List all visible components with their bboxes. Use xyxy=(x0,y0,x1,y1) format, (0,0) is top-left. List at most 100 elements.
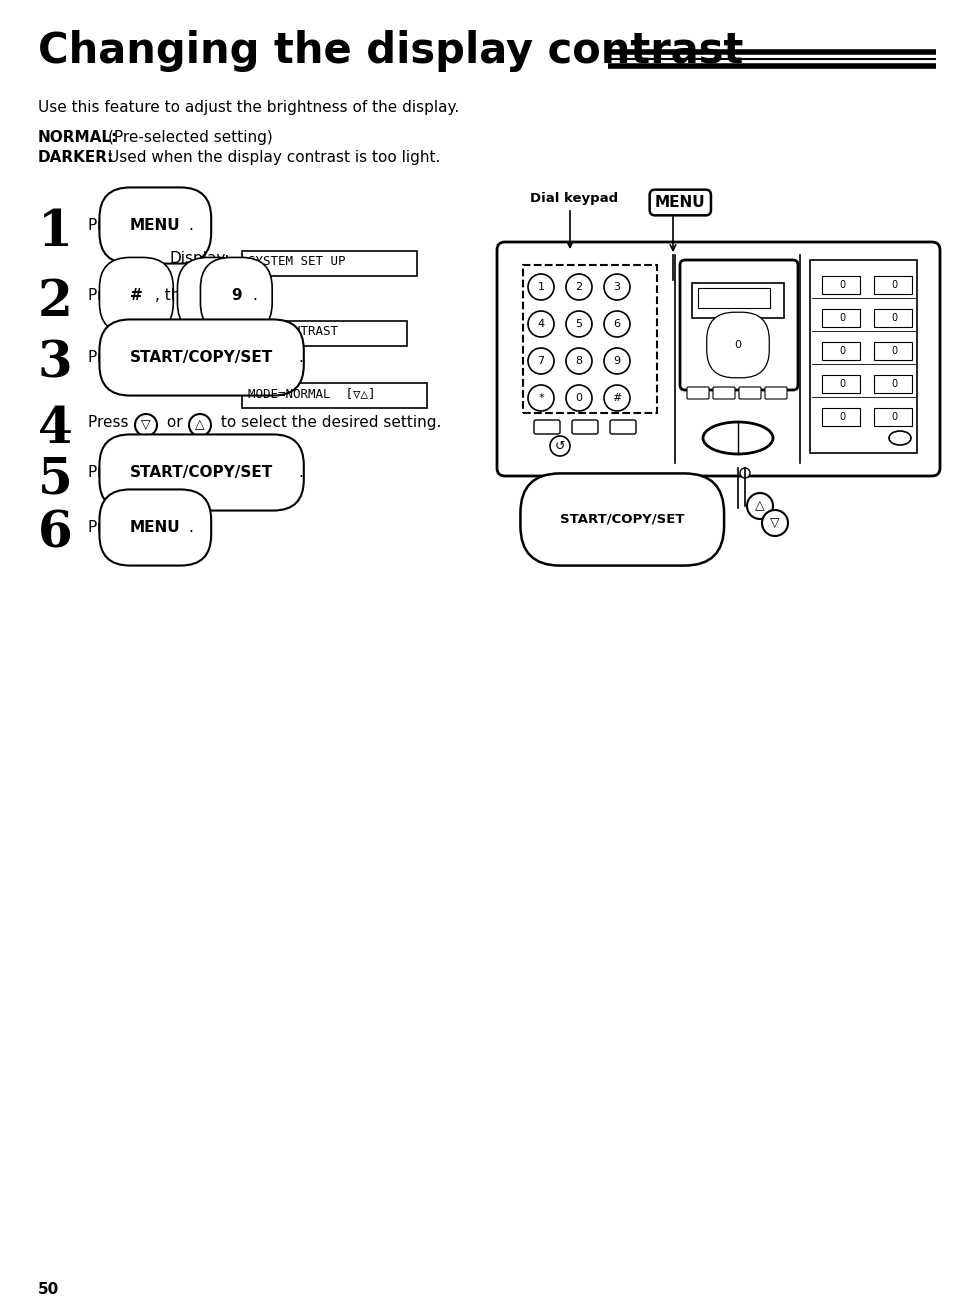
Text: .: . xyxy=(188,218,193,233)
FancyBboxPatch shape xyxy=(572,420,598,434)
Text: 2: 2 xyxy=(38,279,72,327)
Text: .: . xyxy=(297,351,302,365)
Text: NORMAL:: NORMAL: xyxy=(38,129,118,145)
Text: 0: 0 xyxy=(734,340,740,351)
FancyBboxPatch shape xyxy=(764,387,786,399)
Text: 1: 1 xyxy=(38,208,72,256)
Circle shape xyxy=(761,510,787,536)
Text: Press: Press xyxy=(88,466,133,480)
Text: △: △ xyxy=(195,419,205,432)
Text: MODE=NORMAL  [▽△]: MODE=NORMAL [▽△] xyxy=(248,387,375,400)
Text: MENU: MENU xyxy=(130,521,180,535)
Text: Changing the display contrast: Changing the display contrast xyxy=(38,30,742,72)
Bar xyxy=(821,276,859,294)
Text: (Pre-selected setting): (Pre-selected setting) xyxy=(108,129,273,145)
Text: ↺: ↺ xyxy=(554,439,565,453)
Text: , then: , then xyxy=(154,288,204,303)
Bar xyxy=(242,320,407,347)
Text: Dial keypad: Dial keypad xyxy=(530,192,618,205)
Bar xyxy=(522,266,657,413)
Text: 8: 8 xyxy=(575,356,582,366)
Text: 5: 5 xyxy=(575,319,582,330)
Text: 9: 9 xyxy=(613,356,619,366)
Text: 6: 6 xyxy=(613,319,619,330)
Text: 0: 0 xyxy=(575,392,582,403)
Circle shape xyxy=(189,415,211,436)
Bar xyxy=(873,309,911,327)
Circle shape xyxy=(527,385,554,411)
Text: 0: 0 xyxy=(838,412,844,422)
Text: 1: 1 xyxy=(537,283,544,292)
Text: 4: 4 xyxy=(537,319,544,330)
Text: START/COPY/SET: START/COPY/SET xyxy=(130,466,273,480)
FancyBboxPatch shape xyxy=(534,420,559,434)
Text: 7: 7 xyxy=(537,356,544,366)
Circle shape xyxy=(550,436,569,456)
FancyBboxPatch shape xyxy=(686,387,708,399)
Text: 6: 6 xyxy=(38,510,72,559)
Circle shape xyxy=(603,311,629,337)
Circle shape xyxy=(565,273,592,300)
Text: Press: Press xyxy=(88,218,133,233)
Text: 0: 0 xyxy=(890,347,896,356)
Text: Press: Press xyxy=(88,351,133,365)
Text: #: # xyxy=(612,392,621,403)
Bar xyxy=(821,309,859,327)
Text: 3: 3 xyxy=(38,340,72,388)
Text: .: . xyxy=(188,521,193,535)
Text: Press: Press xyxy=(88,521,133,535)
Text: MENU: MENU xyxy=(130,218,180,233)
Text: 0: 0 xyxy=(890,313,896,323)
Circle shape xyxy=(565,311,592,337)
FancyBboxPatch shape xyxy=(497,242,939,476)
Bar xyxy=(873,341,911,360)
FancyBboxPatch shape xyxy=(679,260,797,390)
Text: to select the desired setting.: to select the desired setting. xyxy=(215,415,441,430)
Text: 5: 5 xyxy=(38,455,72,504)
Circle shape xyxy=(603,273,629,300)
Circle shape xyxy=(527,348,554,374)
Text: Press: Press xyxy=(88,288,133,303)
Text: 0: 0 xyxy=(890,379,896,388)
Circle shape xyxy=(527,273,554,300)
Text: MENU: MENU xyxy=(655,195,705,211)
Bar xyxy=(873,375,911,392)
Bar xyxy=(873,276,911,294)
Text: Press: Press xyxy=(88,415,133,430)
FancyBboxPatch shape xyxy=(712,387,734,399)
Text: 50: 50 xyxy=(38,1282,59,1298)
FancyBboxPatch shape xyxy=(739,387,760,399)
FancyBboxPatch shape xyxy=(609,420,636,434)
Circle shape xyxy=(135,415,157,436)
Text: 0: 0 xyxy=(838,280,844,290)
Bar xyxy=(821,341,859,360)
Text: Use this feature to adjust the brightness of the display.: Use this feature to adjust the brightnes… xyxy=(38,99,458,115)
Ellipse shape xyxy=(702,422,772,454)
Bar xyxy=(873,408,911,426)
Text: or: or xyxy=(162,415,188,430)
Bar xyxy=(809,260,916,453)
Text: DARKER:: DARKER: xyxy=(38,150,114,165)
Bar xyxy=(698,288,769,307)
Circle shape xyxy=(565,348,592,374)
Text: START/COPY/SET: START/COPY/SET xyxy=(559,513,684,526)
Circle shape xyxy=(565,385,592,411)
Circle shape xyxy=(603,385,629,411)
Text: #: # xyxy=(130,288,143,303)
Circle shape xyxy=(527,311,554,337)
Text: 0: 0 xyxy=(838,379,844,388)
Text: Used when the display contrast is too light.: Used when the display contrast is too li… xyxy=(108,150,440,165)
Text: 0: 0 xyxy=(838,347,844,356)
Text: *: * xyxy=(537,392,543,403)
Text: LCD CONTRAST: LCD CONTRAST xyxy=(248,324,337,337)
Circle shape xyxy=(740,468,749,477)
Text: .: . xyxy=(252,288,256,303)
Text: △: △ xyxy=(755,500,764,513)
Bar xyxy=(821,375,859,392)
Text: .: . xyxy=(297,466,302,480)
Text: 0: 0 xyxy=(890,280,896,290)
Text: 3: 3 xyxy=(613,283,619,292)
Text: 0: 0 xyxy=(890,412,896,422)
Circle shape xyxy=(746,493,772,519)
Ellipse shape xyxy=(888,432,910,445)
